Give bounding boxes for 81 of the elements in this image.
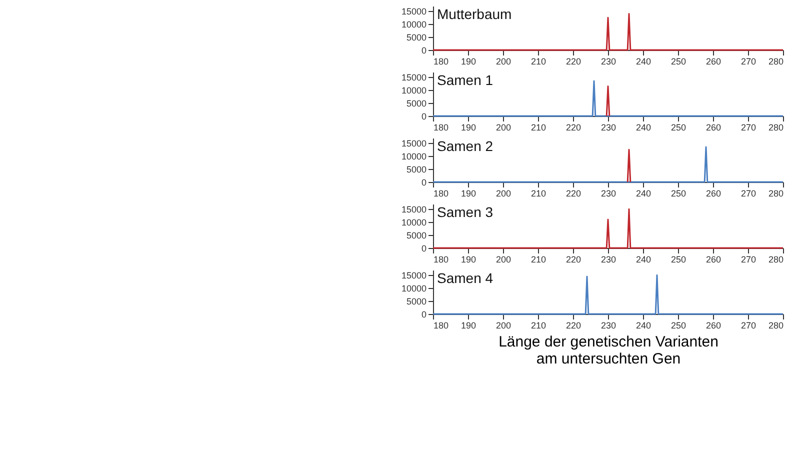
x-tick-label: 190 [460, 122, 476, 132]
x-tick-label: 240 [636, 320, 652, 330]
x-tick-label: 260 [706, 254, 722, 264]
x-tick-label: 220 [566, 320, 582, 330]
x-tick-label: 250 [670, 122, 686, 132]
x-tick-label: 220 [566, 56, 582, 66]
x-tick-label: 210 [530, 254, 546, 264]
x-tick-label: 250 [670, 56, 686, 66]
x-tick-label: 230 [600, 56, 616, 66]
x-tick-label: 220 [566, 254, 582, 264]
chart-title: Samen 3 [437, 204, 494, 220]
x-tick-label: 200 [496, 188, 512, 198]
x-tick-label: 270 [740, 188, 756, 198]
x-tick-label: 200 [496, 122, 512, 132]
x-tick-label: 240 [636, 188, 652, 198]
x-tick-label: 270 [740, 122, 756, 132]
x-tick-label: 180 [434, 188, 449, 198]
y-tick-label: 10000 [401, 20, 426, 30]
y-tick-label: 0 [421, 46, 426, 56]
x-tick-label: 210 [530, 188, 546, 198]
x-tick-label: 240 [636, 254, 652, 264]
x-tick-label: 220 [566, 188, 582, 198]
x-tick-label: 280 [768, 122, 784, 132]
y-tick-label: 5000 [406, 98, 426, 109]
x-tick-label: 270 [740, 320, 756, 330]
y-tick-label: 15000 [401, 270, 426, 281]
y-tick-label: 15000 [401, 6, 426, 17]
x-tick-label: 200 [496, 320, 512, 330]
chart-title: Samen 4 [437, 270, 494, 286]
x-tick-label: 210 [530, 320, 546, 330]
x-tick-label: 230 [600, 254, 616, 264]
x-tick-label: 210 [530, 56, 546, 66]
y-tick-label: 0 [421, 178, 426, 188]
y-tick-label: 10000 [401, 152, 426, 162]
x-axis-title: Länge der genetischen Varianten am untersuchten Gen [498, 334, 718, 368]
chart-title: Samen 1 [437, 72, 494, 88]
x-tick-label: 240 [636, 56, 652, 66]
x-tick-label: 190 [460, 188, 476, 198]
x-tick-label: 230 [600, 122, 616, 132]
y-tick-label: 5000 [406, 32, 426, 43]
y-tick-label: 15000 [401, 72, 426, 83]
chart-title: Samen 2 [437, 138, 494, 154]
y-tick-label: 10000 [401, 284, 426, 294]
x-tick-label: 260 [706, 56, 722, 66]
x-tick-label: 230 [600, 320, 616, 330]
y-tick-label: 15000 [401, 138, 426, 149]
x-tick-label: 220 [566, 122, 582, 132]
x-tick-label: 190 [460, 56, 476, 66]
y-tick-label: 5000 [406, 296, 426, 307]
x-tick-label: 260 [706, 188, 722, 198]
x-tick-label: 270 [740, 56, 756, 66]
x-tick-label: 210 [530, 122, 546, 132]
x-tick-label: 280 [768, 254, 784, 264]
x-tick-label: 190 [460, 320, 476, 330]
x-tick-label: 200 [496, 56, 512, 66]
x-tick-label: 250 [670, 254, 686, 264]
x-tick-label: 240 [636, 122, 652, 132]
y-tick-label: 5000 [406, 164, 426, 175]
x-tick-label: 260 [706, 320, 722, 330]
x-tick-label: 270 [740, 254, 756, 264]
y-tick-label: 10000 [401, 86, 426, 96]
x-tick-label: 280 [768, 188, 784, 198]
x-tick-label: 280 [768, 56, 784, 66]
x-tick-label: 180 [434, 122, 449, 132]
x-tick-label: 180 [434, 254, 449, 264]
y-tick-label: 10000 [401, 218, 426, 228]
x-tick-label: 200 [496, 254, 512, 264]
x-tick-label: 230 [600, 188, 616, 198]
y-tick-label: 15000 [401, 204, 426, 215]
x-tick-label: 180 [434, 320, 449, 330]
x-tick-label: 250 [670, 320, 686, 330]
x-tick-label: 180 [434, 56, 449, 66]
chart-title: Mutterbaum [437, 6, 512, 22]
x-tick-label: 190 [460, 254, 476, 264]
y-tick-label: 0 [421, 310, 426, 320]
y-tick-label: 0 [421, 112, 426, 122]
x-tick-label: 250 [670, 188, 686, 198]
y-tick-label: 5000 [406, 230, 426, 241]
y-tick-label: 0 [421, 244, 426, 254]
x-tick-label: 280 [768, 320, 784, 330]
x-tick-label: 260 [706, 122, 722, 132]
